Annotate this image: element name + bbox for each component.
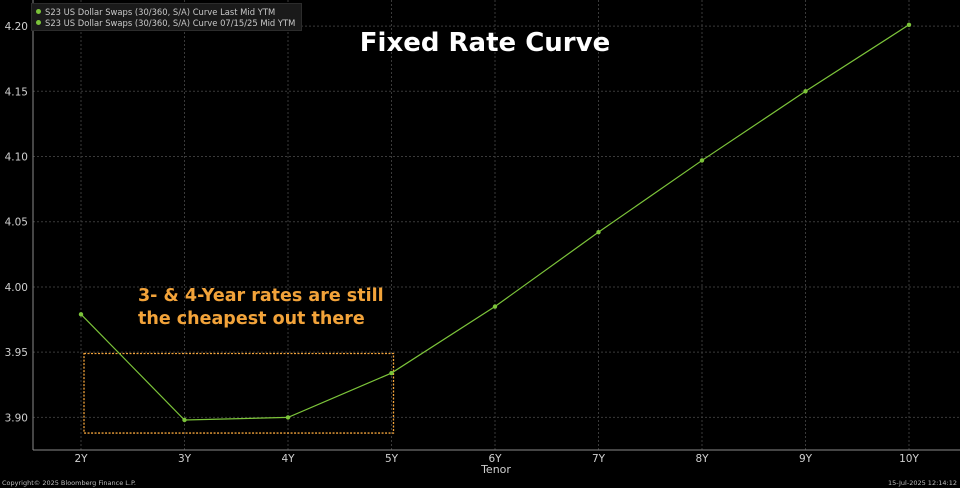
x-tick-label: 4Y <box>281 453 295 465</box>
data-point <box>78 312 84 317</box>
x-tick-label: 5Y <box>385 453 399 465</box>
data-point <box>389 370 394 376</box>
x-tick-label: 10Y <box>899 453 919 465</box>
chart-legend: S23 US Dollar Swaps (30/360, S/A) Curve … <box>31 3 303 31</box>
legend-entry: S23 US Dollar Swaps (30/360, S/A) Curve … <box>36 17 295 28</box>
chart-title: Fixed Rate Curve <box>359 28 611 58</box>
x-tick-label: 3Y <box>178 453 192 465</box>
y-tick-label: 4.15 <box>5 86 28 98</box>
x-tick-label: 6Y <box>488 453 502 465</box>
data-point <box>596 229 601 235</box>
data-point <box>182 417 187 423</box>
legend-label: S23 US Dollar Swaps (30/360, S/A) Curve … <box>45 6 276 17</box>
x-tick-label: 7Y <box>592 453 606 465</box>
annotation-text: 3- & 4-Year rates are still the cheapest… <box>138 285 438 331</box>
y-tick-label: 4.10 <box>5 152 28 164</box>
annotation-line: the cheapest out there <box>138 309 365 329</box>
legend-dot-icon <box>36 20 41 25</box>
data-point <box>803 89 808 94</box>
y-tick-label: 4.00 <box>5 282 28 294</box>
x-tick-label: 2Y <box>74 453 88 465</box>
y-tick-label: 3.90 <box>5 412 28 424</box>
legend-label: S23 US Dollar Swaps (30/360, S/A) Curve … <box>45 17 296 28</box>
data-point <box>699 158 705 163</box>
annotation-line: 3- & 4-Year rates are still <box>138 286 384 306</box>
timestamp-text: 15-Jul-2025 12:14:12 <box>888 479 957 487</box>
x-axis-label: Tenor <box>481 463 511 476</box>
y-tick-label: 3.95 <box>5 347 28 359</box>
x-tick-label: 8Y <box>695 453 709 465</box>
data-point <box>285 415 291 420</box>
legend-entry: S23 US Dollar Swaps (30/360, S/A) Curve … <box>36 6 295 17</box>
data-point <box>906 22 912 27</box>
data-point <box>492 304 498 309</box>
y-tick-label: 4.20 <box>5 21 28 33</box>
x-tick-label: 9Y <box>799 453 813 465</box>
highlight-box <box>83 352 395 434</box>
legend-dot-icon <box>36 9 41 14</box>
y-tick-label: 4.05 <box>5 217 28 229</box>
copyright-text: Copyright© 2025 Bloomberg Finance L.P. <box>2 479 136 487</box>
